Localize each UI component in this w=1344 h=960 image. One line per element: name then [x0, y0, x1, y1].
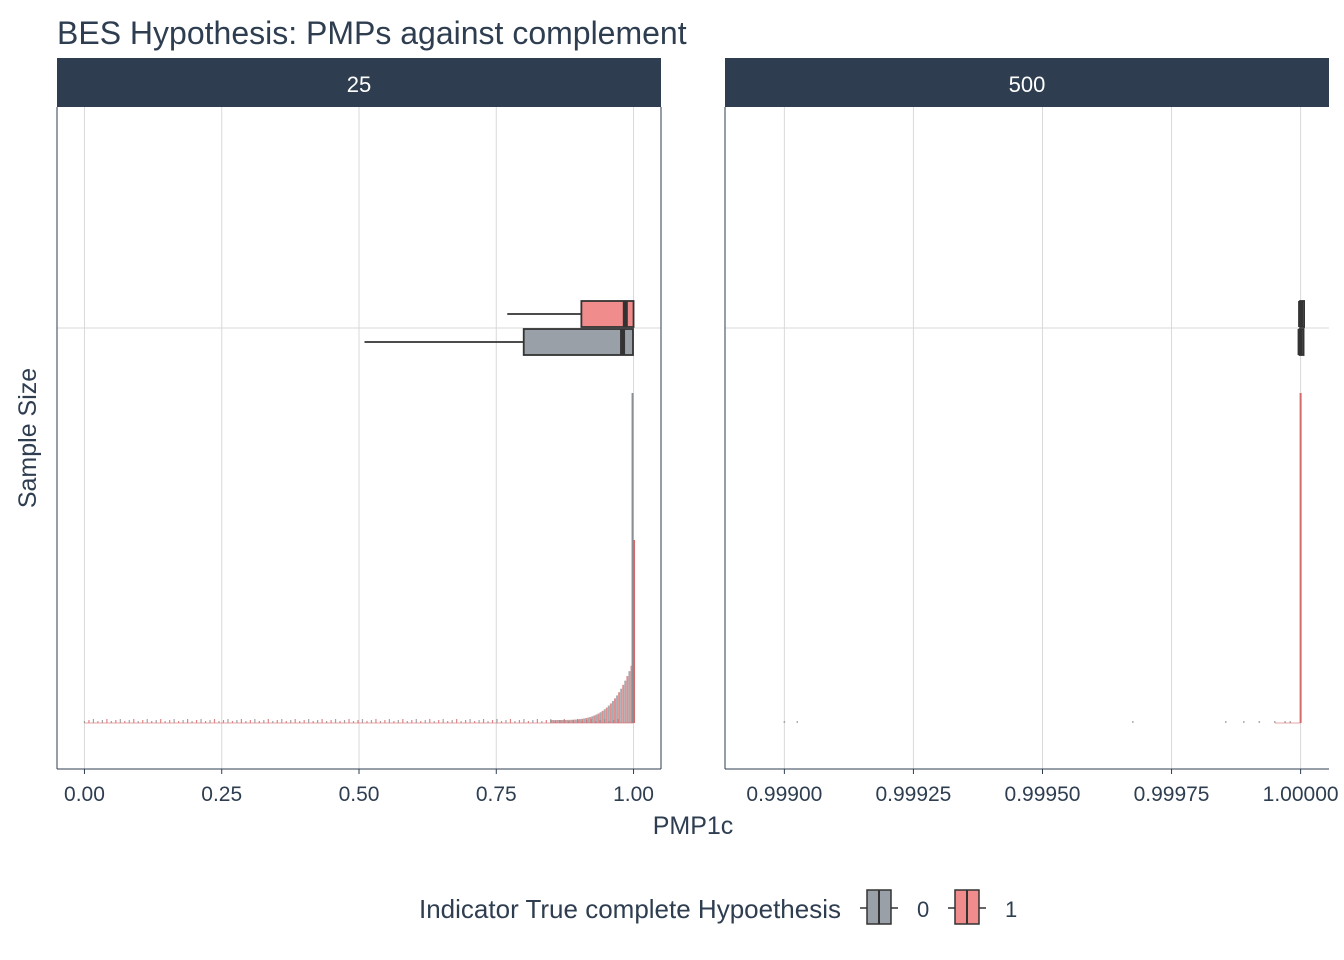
legend-label-0: 0 — [917, 897, 929, 922]
chart-title: BES Hypothesis: PMPs against complement — [57, 15, 687, 51]
legend: Indicator True complete Hypoethesis 0 1 — [419, 889, 1017, 925]
panels: 25 0.00 0.25 0.50 0.75 1.00 500 0.99900 0.99925 0… — [56, 58, 1339, 806]
x-tick-label-2: 0.50 — [339, 783, 380, 806]
facet-label-25: 25 — [347, 72, 371, 97]
x-tick-label-4: 1.00000 — [1263, 783, 1339, 806]
panel-500: 500 0.99900 0.99925 0.99950 0.99975 1.00000 — [724, 58, 1339, 806]
legend-key-0: 0 — [860, 889, 929, 925]
x-tick-label-1: 0.25 — [201, 783, 242, 806]
x-tick-label-0: 0.00 — [64, 783, 105, 806]
x-tick-label-0: 0.99900 — [746, 783, 822, 806]
x-tick-label-3: 0.99975 — [1134, 783, 1210, 806]
panel-25: 25 0.00 0.25 0.50 0.75 1.00 — [56, 58, 662, 806]
x-tick-label-2: 0.99950 — [1005, 783, 1081, 806]
box-0 — [522, 328, 634, 356]
facet-strip-25 — [57, 58, 661, 107]
x-tick-label-1: 0.99925 — [875, 783, 951, 806]
box-group-0 — [364, 328, 634, 356]
density-25 — [83, 393, 636, 724]
x-axis-label: PMP1c — [653, 812, 734, 840]
legend-key-1: 1 — [948, 889, 1017, 925]
facet-label-500: 500 — [1009, 72, 1046, 97]
box-group-1 — [507, 300, 635, 328]
legend-title: Indicator True complete Hypoethesis — [419, 894, 841, 924]
box-group-1 — [1298, 300, 1305, 328]
density-500 — [783, 393, 1302, 724]
facet-strip-500 — [725, 58, 1329, 107]
box-group-0 — [1297, 328, 1305, 356]
x-tick-label-4: 1.00 — [613, 783, 654, 806]
legend-label-1: 1 — [1005, 897, 1017, 922]
y-axis-label: Sample Size — [14, 368, 42, 508]
x-tick-label-3: 0.75 — [476, 783, 517, 806]
